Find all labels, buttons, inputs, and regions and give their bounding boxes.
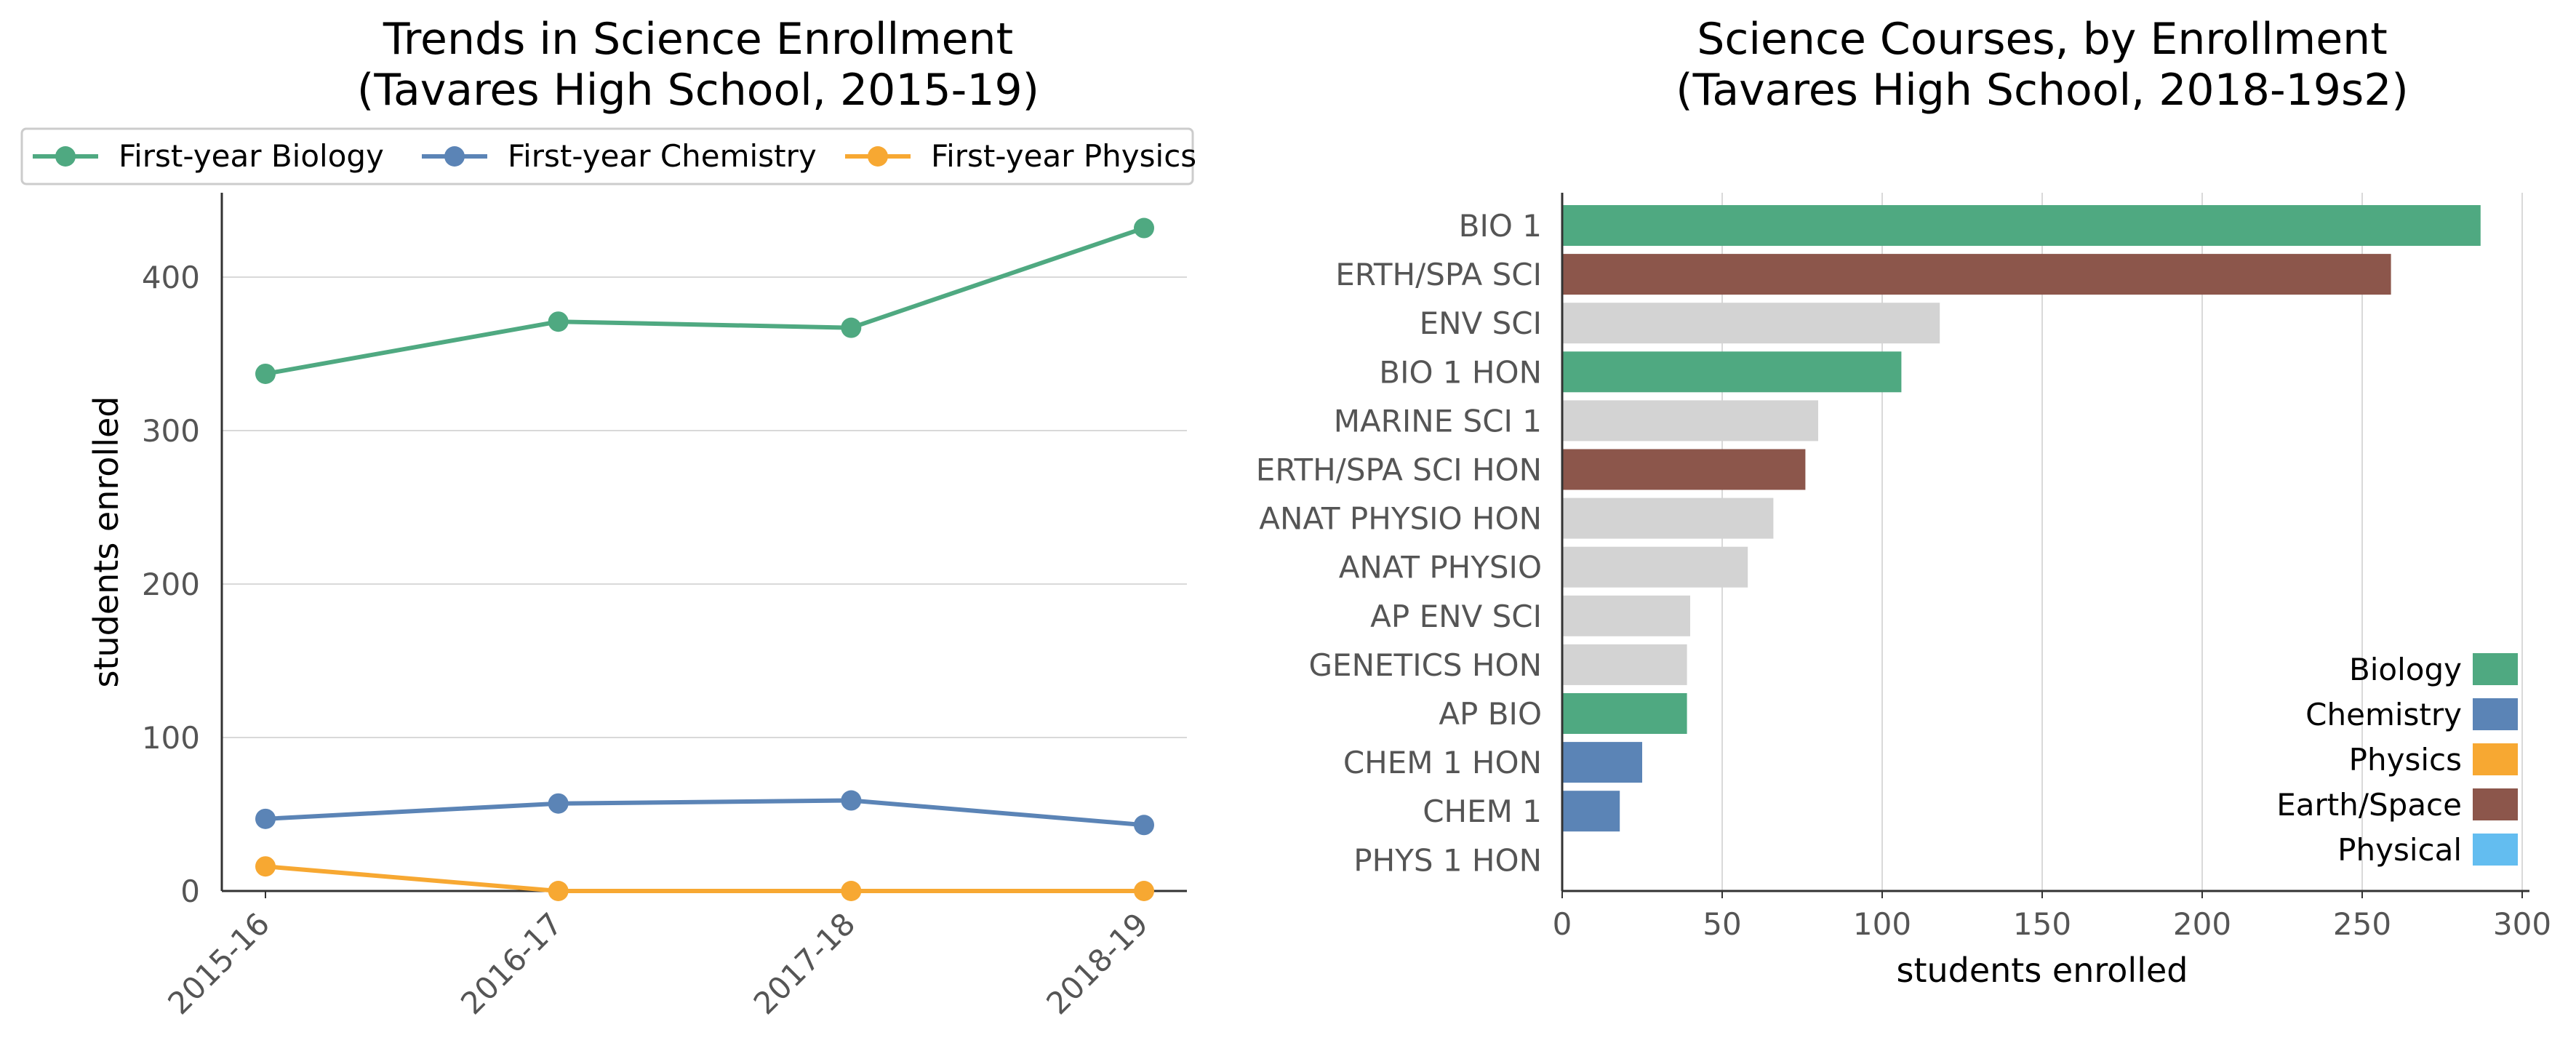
bar	[1562, 254, 2391, 295]
legend-marker	[444, 146, 465, 167]
chart-legend: Biology Chemistry Physics Earth/Space Physic…	[2276, 652, 2518, 868]
legend-label: Physics	[2349, 742, 2462, 778]
x-axis-label: students enrolled	[1897, 951, 2188, 990]
bar	[1562, 449, 1806, 490]
y-tick-label: 100	[142, 720, 200, 756]
y-axis-label: students enrolled	[87, 396, 126, 688]
legend-swatch	[2473, 698, 2518, 730]
y-category-label: CHEM 1 HON	[1343, 745, 1542, 780]
bar	[1562, 303, 1940, 344]
x-tick-label: 50	[1703, 906, 1741, 942]
data-point	[548, 793, 569, 814]
line-chart-enrollment-trends: Trends in Science Enrollment(Tavares Hig…	[20, 14, 1196, 1021]
x-tick-label: 2015-16	[161, 906, 276, 1021]
x-tick-label: 100	[1853, 906, 1911, 942]
legend-swatch	[2473, 834, 2518, 866]
x-tick-label: 2016-17	[454, 906, 569, 1021]
bar	[1562, 546, 1748, 588]
chart-legend: First-year Biology First-year Chemistry Fi…	[20, 127, 1196, 185]
data-point	[255, 363, 276, 384]
legend-marker	[55, 146, 76, 167]
legend-label: Earth/Space	[2276, 787, 2462, 823]
chart-title-line: Science Courses, by Enrollment	[1697, 14, 2387, 65]
y-category-label: ANAT PHYSIO	[1339, 550, 1542, 586]
y-category-label: ERTH/SPA SCI HON	[1256, 452, 1542, 488]
bar	[1562, 595, 1690, 636]
bar	[1562, 205, 2481, 246]
bar	[1562, 351, 1902, 393]
series-line-2	[265, 798, 1145, 828]
y-category-label: MARINE SCI 1	[1334, 403, 1542, 439]
chart-title-line: Trends in Science Enrollment	[383, 14, 1013, 65]
y-tick-label: 0	[180, 874, 200, 909]
series-line-3	[265, 864, 1144, 893]
bar	[1562, 400, 1818, 441]
x-tick-label: 300	[2493, 906, 2551, 942]
data-point	[548, 311, 569, 332]
y-category-label: ERTH/SPA SCI	[1335, 257, 1542, 292]
y-category-label: BIO 1 HON	[1379, 354, 1542, 390]
x-tick-label: 150	[2013, 906, 2071, 942]
data-point	[255, 808, 276, 829]
x-tick-label: 2018-19	[1039, 906, 1155, 1021]
bar	[1562, 497, 1774, 539]
x-tick-label: 2017-18	[747, 906, 863, 1021]
x-tick-label: 200	[2173, 906, 2231, 942]
data-point	[255, 856, 276, 877]
bar	[1562, 791, 1620, 832]
chart-title-line: (Tavares High School, 2018-19s2)	[1676, 65, 2409, 116]
y-tick-label: 300	[142, 413, 200, 449]
legend-label: First-year Biology	[119, 138, 384, 174]
data-point	[841, 881, 862, 901]
legend-swatch	[2473, 743, 2518, 775]
legend-label: First-year Physics	[931, 138, 1196, 174]
bar-chart-courses-by-enrollment: Science Courses, by Enrollment(Tavares H…	[1256, 14, 2551, 990]
y-category-label: BIO 1	[1459, 208, 1542, 244]
y-category-label: GENETICS HON	[1309, 647, 1542, 683]
y-category-label: AP BIO	[1439, 696, 1542, 732]
data-point	[841, 790, 862, 811]
y-tick-label: 400	[142, 260, 200, 295]
y-category-label: AP ENV SCI	[1370, 599, 1542, 634]
chart-title-line: (Tavares High School, 2015-19)	[357, 65, 1039, 116]
legend-label: First-year Chemistry	[508, 138, 817, 174]
data-point	[1134, 815, 1154, 836]
legend-label: Chemistry	[2305, 697, 2462, 732]
y-category-label: ANAT PHYSIO HON	[1259, 501, 1542, 537]
legend-marker	[868, 146, 888, 167]
series-line-1	[265, 225, 1145, 376]
y-category-label: PHYS 1 HON	[1353, 842, 1542, 878]
y-tick-label: 200	[142, 567, 200, 602]
bar	[1562, 742, 1642, 783]
data-point	[1134, 881, 1154, 901]
legend-swatch	[2473, 788, 2518, 820]
data-point	[1134, 217, 1154, 239]
data-point	[548, 881, 569, 901]
data-point	[841, 317, 862, 338]
bar	[1562, 693, 1687, 734]
legend-swatch	[2473, 653, 2518, 685]
x-tick-label: 0	[1553, 906, 1572, 942]
y-category-label: CHEM 1	[1423, 794, 1542, 829]
y-category-label: ENV SCI	[1420, 305, 1542, 341]
bar	[1562, 644, 1687, 685]
legend-frame	[20, 127, 1194, 185]
x-tick-label: 250	[2333, 906, 2391, 942]
legend-label: Biology	[2349, 652, 2462, 687]
legend-label: Physical	[2337, 832, 2462, 868]
